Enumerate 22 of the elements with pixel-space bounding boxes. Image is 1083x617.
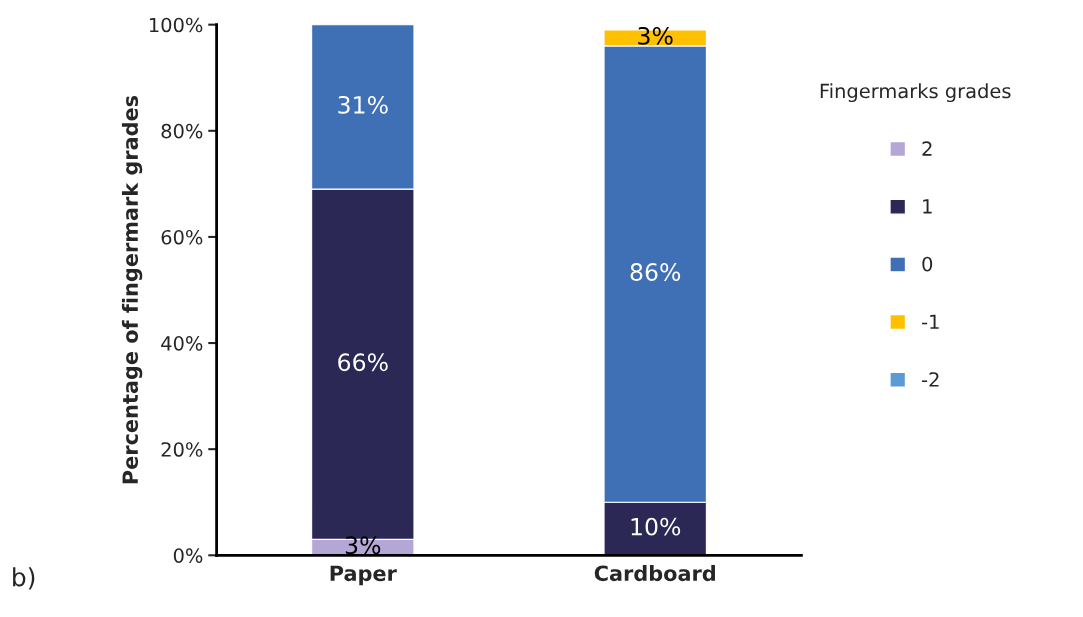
data-label: 3% <box>638 26 673 45</box>
data-label: 66% <box>338 353 388 372</box>
legend-label: -2 <box>922 372 939 387</box>
y-tick-label: 60% <box>161 229 203 245</box>
y-tick-label: 40% <box>161 336 203 351</box>
legend-title: Fingermarks grades <box>820 83 1011 103</box>
y-tick-label: 0% <box>173 548 203 563</box>
x-tick-label: Cardboard <box>594 565 715 582</box>
y-tick-label: 100% <box>149 17 203 33</box>
legend-label: 0 <box>922 256 933 272</box>
text: b) <box>13 567 35 590</box>
legend-label: 2 <box>922 141 932 156</box>
data-label: 31% <box>338 95 388 114</box>
legend-label: 1 <box>923 199 932 214</box>
y-tick-label: 80% <box>161 123 203 139</box>
x-tick-label: Paper <box>330 565 397 586</box>
legend-label: -1 <box>922 314 939 329</box>
data-label: 10% <box>631 517 681 536</box>
data-label: 86% <box>630 263 681 281</box>
y-tick-label: 20% <box>161 442 203 457</box>
y-axis-title: Percentage of fingermark grades <box>121 95 143 484</box>
data-label: 3% <box>345 536 381 555</box>
